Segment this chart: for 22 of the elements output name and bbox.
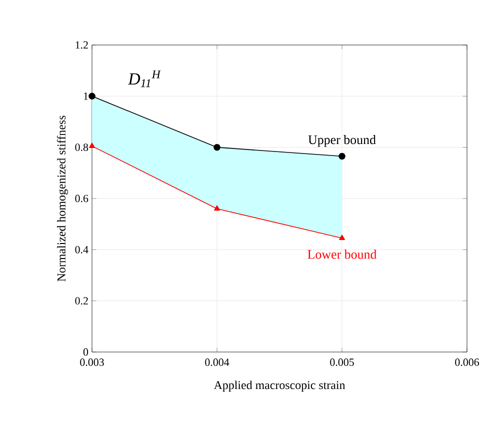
point xyxy=(214,205,220,211)
point xyxy=(89,142,95,148)
point xyxy=(339,234,345,240)
y-axis-title: Normalized homogenized stiffness xyxy=(56,116,68,282)
x-tick-label: 0.003 xyxy=(80,358,104,366)
x-tick-label: 0.005 xyxy=(330,358,354,366)
x-tick-label: 0.006 xyxy=(455,358,480,366)
series-label: Upper bound xyxy=(308,135,376,147)
y-tick-label: 0.2 xyxy=(75,297,88,305)
annotation: D$_{11}$H xyxy=(128,70,161,88)
x-tick-label: 0.004 xyxy=(205,358,230,366)
series-label: Lower bound xyxy=(308,250,377,259)
x-axis-title: Applied macroscopic strain xyxy=(214,380,346,392)
point xyxy=(338,152,346,160)
point xyxy=(214,144,220,151)
y-tick-label: 0.4 xyxy=(75,246,88,254)
y-tick-label: 1 xyxy=(84,92,88,100)
y-tick-label: 0.6 xyxy=(75,194,88,202)
y-tick-label: 1.2 xyxy=(76,41,88,49)
y-tick-label: 0.8 xyxy=(75,144,88,152)
point xyxy=(88,92,96,100)
y-tick-label: 0 xyxy=(83,348,88,356)
